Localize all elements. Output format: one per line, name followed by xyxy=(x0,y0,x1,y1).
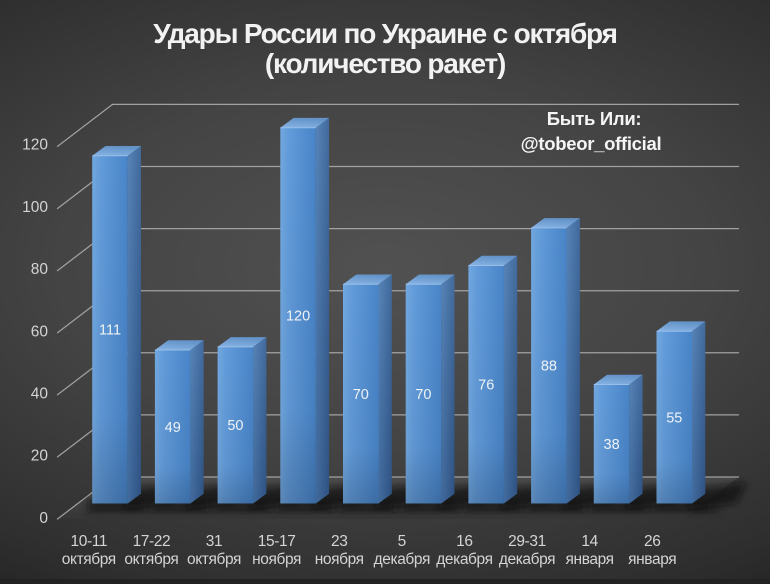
svg-text:70: 70 xyxy=(415,387,431,403)
svg-text:декабря: декабря xyxy=(499,551,555,568)
svg-text:(количество ракет): (количество ракет) xyxy=(265,48,505,79)
svg-text:октября: октября xyxy=(124,551,178,568)
svg-text:120: 120 xyxy=(286,309,310,325)
svg-text:5: 5 xyxy=(398,533,406,550)
svg-text:70: 70 xyxy=(353,387,369,403)
svg-text:31: 31 xyxy=(206,533,222,550)
svg-text:111: 111 xyxy=(99,323,121,339)
svg-text:40: 40 xyxy=(31,386,49,403)
svg-text:Удары России по Украине с октя: Удары России по Украине с октября xyxy=(153,18,616,49)
svg-text:ноября: ноября xyxy=(252,551,301,568)
svg-text:26: 26 xyxy=(644,533,660,550)
svg-text:23: 23 xyxy=(331,533,347,550)
svg-text:декабря: декабря xyxy=(436,551,492,568)
svg-text:49: 49 xyxy=(165,420,181,436)
svg-text:0: 0 xyxy=(39,510,48,527)
svg-text:76: 76 xyxy=(478,378,494,394)
svg-text:120: 120 xyxy=(22,137,48,154)
svg-text:60: 60 xyxy=(31,323,49,340)
svg-text:16: 16 xyxy=(456,533,472,550)
svg-text:15-17: 15-17 xyxy=(258,533,296,550)
svg-text:ноября: ноября xyxy=(315,551,364,568)
svg-text:октября: октября xyxy=(187,551,241,568)
svg-text:@tobeor_official: @tobeor_official xyxy=(521,133,662,154)
svg-text:100: 100 xyxy=(22,199,48,216)
svg-text:88: 88 xyxy=(541,359,557,375)
svg-text:55: 55 xyxy=(666,410,682,426)
svg-text:октября: октября xyxy=(62,551,116,568)
svg-text:10-11: 10-11 xyxy=(71,533,108,550)
svg-text:января: января xyxy=(566,551,614,568)
svg-text:38: 38 xyxy=(604,437,620,453)
svg-text:20: 20 xyxy=(31,448,49,465)
svg-text:января: января xyxy=(628,551,676,568)
svg-text:Быть Или:: Быть Или: xyxy=(547,108,642,129)
svg-text:декабря: декабря xyxy=(374,551,430,568)
svg-text:17-22: 17-22 xyxy=(133,533,171,550)
svg-text:50: 50 xyxy=(227,418,243,434)
svg-text:80: 80 xyxy=(31,261,49,278)
svg-text:29-31: 29-31 xyxy=(508,533,546,550)
svg-text:14: 14 xyxy=(581,533,598,550)
